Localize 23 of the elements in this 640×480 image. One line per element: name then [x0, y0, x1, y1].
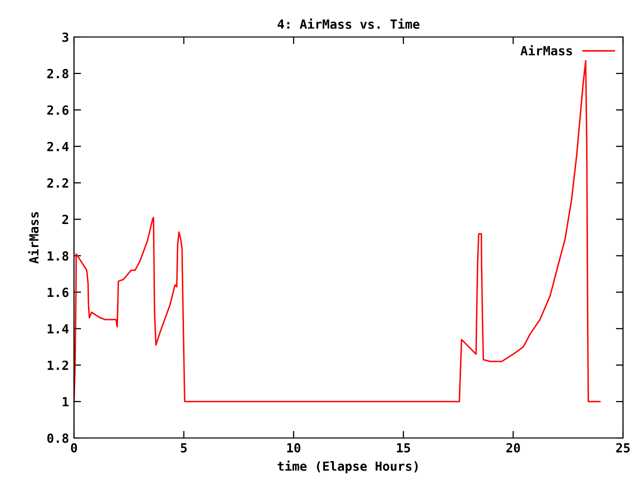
x-tick-label: 5 — [180, 443, 187, 453]
x-tick-label: 15 — [397, 443, 410, 453]
y-tick-label: 1 — [62, 397, 69, 406]
y-tick-label: 2.4 — [47, 142, 69, 152]
legend-label: AirMass — [520, 45, 572, 56]
x-axis-title: time (Elapse Hours) — [278, 460, 418, 474]
x-tick-label: 0 — [70, 443, 78, 453]
y-tick-label: 2.2 — [47, 178, 68, 188]
line-series — [74, 60, 601, 402]
y-tick-label: 3 — [62, 32, 68, 42]
y-tick-label: 1.2 — [48, 360, 68, 370]
y-tick-label: 1.8 — [48, 251, 68, 261]
x-tick-label: 10 — [287, 443, 300, 453]
y-tick-label: 2.8 — [47, 68, 68, 78]
chart-title: 4: AirMass vs. Time — [278, 18, 420, 29]
x-tick-label: 25 — [616, 443, 630, 453]
x-tick-label: 20 — [506, 443, 520, 453]
y-tick-label: 1.4 — [48, 324, 69, 334]
y-axis-title: AirMass — [28, 212, 39, 264]
y-tick-label: 0.8 — [47, 433, 68, 443]
y-tick-label: 2 — [62, 214, 68, 224]
y-tick-label: 2.6 — [47, 105, 68, 115]
y-tick-label: 1.6 — [48, 288, 68, 298]
